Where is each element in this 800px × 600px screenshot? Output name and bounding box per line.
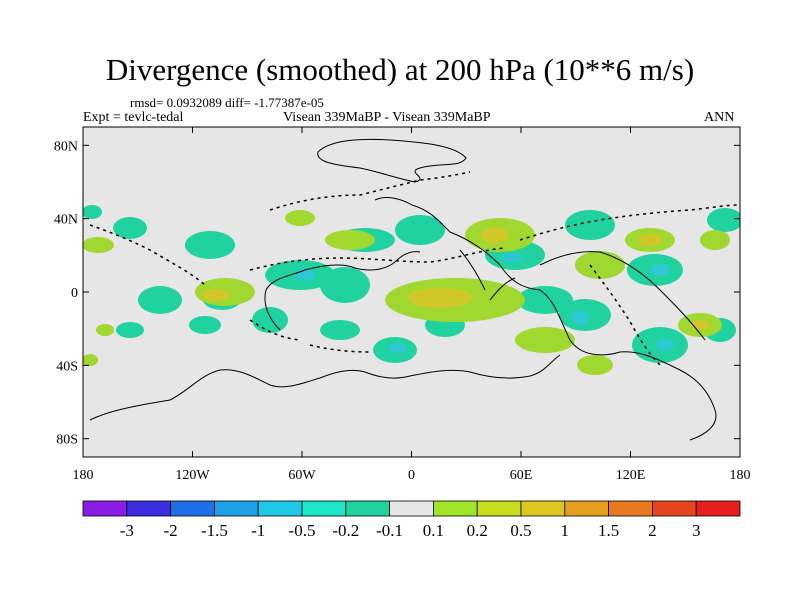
field-patch [638, 234, 662, 246]
field-patch [189, 316, 221, 334]
colorbar-swatch [345, 500, 390, 517]
colorbar-label: -1 [251, 521, 265, 540]
field-patch [325, 230, 375, 250]
field-patch [201, 289, 229, 301]
field-patch [320, 320, 360, 340]
lon-tick-label: 180 [73, 468, 94, 483]
field-patch [565, 210, 615, 240]
colorbar: -3 -2 -1.5 -1 -0.5 -0.2 -0.1 0.1 0.2 0.5 1 1.5 2 3 [82, 500, 741, 540]
island-arc [459, 249, 516, 301]
colorbar-swatch [301, 500, 347, 517]
field-patch [285, 210, 315, 226]
eastern-coastline [539, 251, 706, 341]
longitude-axis: 180 120W 60W 0 60E 120E 180 [73, 127, 751, 483]
boundary-line [589, 264, 661, 366]
colorbar-swatch [564, 500, 609, 517]
lon-tick-label: 60E [510, 468, 533, 483]
northern-landmass-coastline [317, 138, 467, 183]
plot-title: Divergence (smoothed) at 200 hPa (10**6 … [105, 52, 695, 87]
colorbar-label: 0.1 [423, 521, 444, 540]
field-patch [295, 269, 315, 281]
lon-tick-label: 180 [730, 468, 751, 483]
lon-tick-label: 120E [616, 468, 646, 483]
dashed-boundaries [89, 171, 740, 366]
colorbar-label: -3 [120, 521, 134, 540]
field-patch [96, 324, 114, 336]
field-patch [502, 253, 522, 263]
experiment-label: Expt = tevlc-tedal [83, 110, 184, 125]
lat-tick-label: 80N [54, 139, 78, 154]
field-patch [481, 227, 509, 243]
gondwana-south-coastline [89, 354, 561, 421]
boundary-line [519, 204, 740, 241]
field-patch [656, 339, 674, 351]
boundary-line [269, 171, 471, 211]
field-patch [389, 343, 407, 353]
field-patch [116, 322, 144, 338]
lat-tick-label: 0 [71, 286, 78, 301]
colorbar-swatch [652, 500, 697, 517]
lat-tick-label: 40N [54, 213, 78, 228]
latitude-axis: 80N 40N 0 40S 80S [54, 139, 740, 448]
central-landmass-coastline [374, 197, 717, 441]
divergence-field [83, 205, 740, 375]
colorbar-label: 2 [648, 521, 657, 540]
coastlines [89, 138, 717, 441]
colorbar-swatch [476, 500, 522, 517]
boundary-line [249, 247, 506, 271]
field-patch [700, 230, 730, 250]
colorbar-label: 0.5 [510, 521, 531, 540]
colorbar-label: -2 [164, 521, 178, 540]
field-patch [408, 288, 472, 308]
colorbar-label: 3 [692, 521, 701, 540]
colorbar-swatch [257, 500, 303, 517]
field-patch [138, 286, 182, 314]
colorbar-label: -0.1 [376, 521, 403, 540]
field-patch [571, 311, 589, 325]
field-patch [517, 286, 573, 314]
lat-tick-label: 40S [56, 359, 78, 374]
field-patch [113, 217, 147, 239]
field-patch [83, 205, 102, 219]
colorbar-swatch [126, 500, 172, 517]
colorbar-swatch [695, 500, 741, 517]
lon-tick-label: 0 [408, 468, 415, 483]
field-patch [707, 208, 740, 232]
season-label: ANN [704, 110, 735, 125]
lon-tick-label: 120W [175, 468, 210, 483]
colorbar-label: 0.2 [467, 521, 488, 540]
rmsd-diff-stats: rmsd= 0.0932089 diff= -1.77387e-05 [130, 95, 324, 110]
colorbar-swatch [170, 500, 215, 517]
field-patch [395, 215, 445, 245]
boundary-line [89, 224, 206, 286]
field-patch [83, 354, 98, 366]
colorbar-swatch [432, 500, 478, 517]
field-patch [252, 307, 288, 333]
colorbar-swatch [213, 500, 259, 517]
boundary-line [249, 319, 371, 353]
field-patch [650, 264, 670, 276]
experiment-subtitle: Visean 339MaBP - Visean 339MaBP [283, 110, 491, 125]
field-patch [515, 327, 575, 353]
colorbar-swatch [389, 500, 434, 517]
colorbar-swatch [520, 500, 566, 517]
colorbar-swatch [82, 500, 128, 517]
field-patch [575, 251, 625, 279]
lat-tick-label: 80S [56, 433, 78, 448]
colorbar-label: 1 [561, 521, 570, 540]
field-patch [83, 237, 114, 253]
colorbar-swatch [608, 500, 653, 517]
colorbar-label: -0.2 [332, 521, 359, 540]
colorbar-label: -1.5 [201, 521, 228, 540]
field-patch [577, 355, 613, 375]
field-patch [320, 267, 370, 303]
lon-tick-label: 60W [288, 468, 316, 483]
field-patch [185, 231, 235, 259]
colorbar-label: -0.5 [289, 521, 316, 540]
colorbar-label: 1.5 [598, 521, 619, 540]
